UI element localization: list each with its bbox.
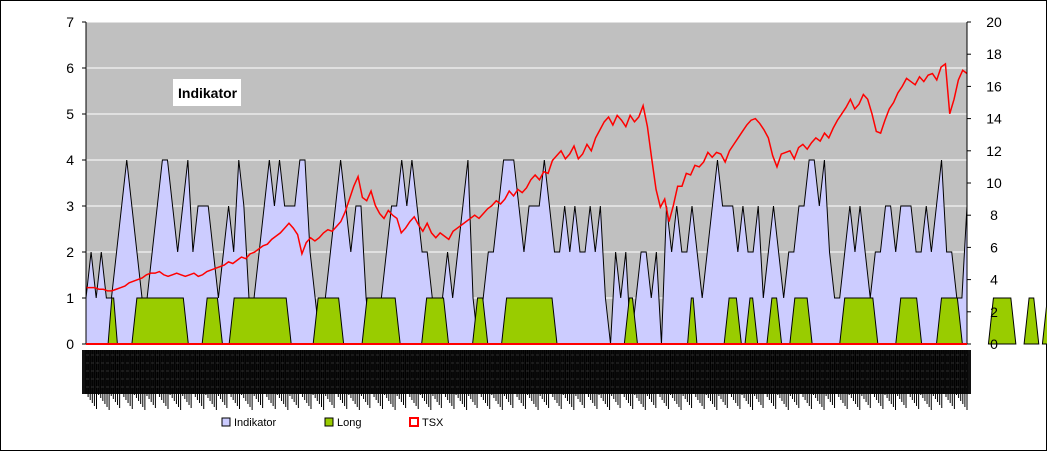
left-axis: 0 1 2 3 4 5 6 7 <box>66 14 86 352</box>
long-area <box>935 297 963 345</box>
right-tick-label: 20 <box>986 14 1002 30</box>
long-area <box>839 297 879 345</box>
indikator-area <box>85 159 968 345</box>
right-tick-label: 4 <box>990 272 998 288</box>
left-tick-label: 0 <box>66 336 74 352</box>
long-area <box>312 297 345 345</box>
long-area <box>987 297 1017 345</box>
right-tick-label: 6 <box>990 239 998 255</box>
long-area <box>1023 297 1040 345</box>
right-axis: 0 2 4 6 8 10 12 14 16 18 20 <box>967 14 1002 352</box>
long-area <box>228 297 292 345</box>
right-tick-label: 8 <box>990 207 998 223</box>
legend-swatch-long <box>324 417 334 427</box>
x-label-block <box>82 350 971 394</box>
legend: Indikator Long TSX <box>221 417 444 429</box>
legend-swatch-indikator <box>221 417 231 427</box>
legend-item-tsx: TSX <box>409 417 444 429</box>
tsx-line <box>86 62 968 292</box>
long-area <box>1041 297 1047 345</box>
right-tick-label: 14 <box>986 111 1002 127</box>
series-tsx-line <box>86 62 968 292</box>
long-area <box>895 297 923 345</box>
right-tick-label: 18 <box>986 46 1002 62</box>
series-indikator-area <box>85 159 968 345</box>
right-tick-label: 0 <box>990 336 998 352</box>
legend-swatch-tsx <box>409 417 419 427</box>
right-tick-label: 2 <box>990 304 998 320</box>
long-area <box>421 297 450 345</box>
annotation-box: Indikator <box>173 79 241 106</box>
x-axis-labels <box>82 350 971 410</box>
annotation-label: Indikator <box>178 85 238 101</box>
right-tick-label: 16 <box>986 78 1002 94</box>
legend-item-long: Long <box>324 417 361 429</box>
series-long-area <box>107 297 1047 345</box>
left-tick-label: 6 <box>66 60 74 76</box>
legend-label-indikator: Indikator <box>234 417 277 429</box>
long-area <box>501 297 558 345</box>
left-tick-label: 7 <box>66 14 74 30</box>
long-area <box>361 297 401 345</box>
left-tick-label: 3 <box>66 198 74 214</box>
legend-label-tsx: TSX <box>422 417 444 429</box>
right-tick-label: 12 <box>986 143 1002 159</box>
left-tick-label: 1 <box>66 290 74 306</box>
left-tick-label: 5 <box>66 106 74 122</box>
left-tick-label: 4 <box>66 152 74 168</box>
long-area <box>131 297 189 345</box>
legend-label-long: Long <box>337 417 361 429</box>
legend-item-indikator: Indikator <box>221 417 277 429</box>
right-tick-label: 10 <box>986 175 1002 191</box>
left-tick-label: 2 <box>66 244 74 260</box>
